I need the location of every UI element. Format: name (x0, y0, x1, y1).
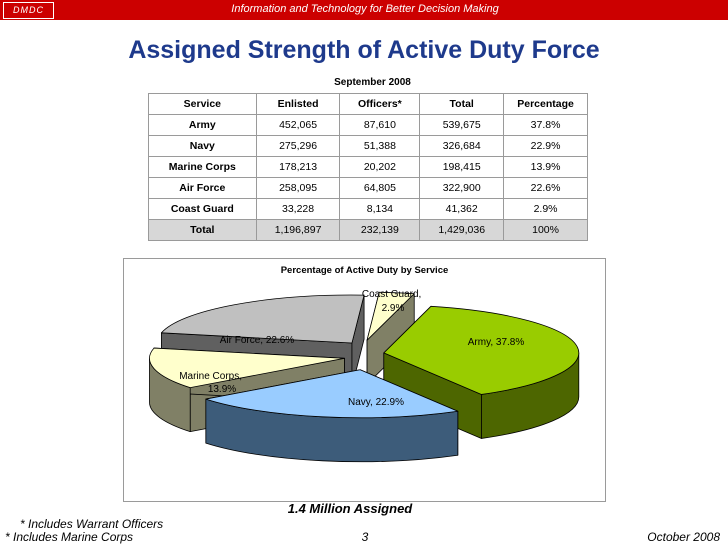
pie-slice-coast-guard (366, 291, 415, 341)
table-cell: Total (148, 219, 257, 241)
table-row: Marine Corps 178,213 20,202 198,415 13.9… (148, 156, 588, 178)
pie-slice-marine-corps (149, 347, 345, 389)
table-row: Navy 275,296 51,388 326,684 22.9% (148, 135, 588, 157)
table-cell: Army (148, 114, 257, 136)
slice-label-air-force: Air Force, 22.6% (220, 335, 295, 346)
table-cell: 539,675 (419, 114, 505, 136)
table-cell: 275,296 (255, 135, 341, 157)
table-cell: 198,415 (419, 156, 505, 178)
table-cell: 178,213 (255, 156, 341, 178)
header-tagline: Information and Technology for Better De… (231, 3, 499, 15)
table-cell: 232,139 (339, 219, 421, 241)
table-row: Air Force 258,095 64,805 322,900 22.6% (148, 177, 588, 199)
pie-chart-panel: Percentage of Active Duty by Service Arm… (123, 258, 606, 502)
table-cell: 326,684 (419, 135, 505, 157)
table-cell: 322,900 (419, 177, 505, 199)
column-header: Officers* (339, 93, 421, 115)
table-cell: 1,429,036 (419, 219, 505, 241)
table-cell: 100% (503, 219, 588, 241)
header-bar: DMDC Information and Technology for Bett… (0, 0, 728, 20)
table-cell: 8,134 (339, 198, 421, 220)
table-cell: 22.6% (503, 177, 588, 199)
chart-title: Percentage of Active Duty by Service (280, 265, 449, 276)
table-cell: 41,362 (419, 198, 505, 220)
column-header: Service (148, 93, 257, 115)
table-cell: 258,095 (255, 177, 341, 199)
table-cell: 22.9% (503, 135, 588, 157)
table-cell: Air Force (148, 177, 257, 199)
pie-slice-navy (205, 369, 459, 419)
table-cell: 64,805 (339, 177, 421, 199)
table-cell: 51,388 (339, 135, 421, 157)
footnote-marine-corps: * Includes Marine Corps (5, 530, 134, 544)
page-number: 3 (361, 530, 369, 544)
table-row: Coast Guard 33,228 8,134 41,362 2.9% (148, 198, 588, 220)
table-cell: Navy (148, 135, 257, 157)
pie-slice-army (383, 305, 580, 395)
table-cell: 37.8% (503, 114, 588, 136)
table-total-row: Total 1,196,897 232,139 1,429,036 100% (148, 219, 588, 241)
slice-label-coast-guard-value: 2.9% (382, 303, 405, 314)
dmdc-logo: DMDC (3, 2, 54, 19)
table-cell: 2.9% (503, 198, 588, 220)
slice-label-marine-corps-value: 13.9% (208, 384, 236, 395)
slice-label-marine-corps-name: Marine Corps, (179, 371, 242, 382)
pie-slice-air-force (161, 294, 365, 344)
slice-label-marine-corps: Marine Corps, 13.9% (179, 371, 245, 395)
table-cell: 33,228 (255, 198, 341, 220)
table-cell: 452,065 (255, 114, 341, 136)
footnote-warrant-officers: * Includes Warrant Officers (20, 517, 164, 531)
page-title: Assigned Strength of Active Duty Force (128, 36, 600, 64)
column-header: Percentage (503, 93, 588, 115)
table-cell: Coast Guard (148, 198, 257, 220)
table-cell: 1,196,897 (255, 219, 341, 241)
slice-label-navy: Navy, 22.9% (348, 397, 404, 408)
column-header: Total (419, 93, 505, 115)
strength-table: Service Enlisted Officers* Total Percent… (148, 93, 588, 241)
table-cell: 87,610 (339, 114, 421, 136)
slice-label-coast-guard: Coast Guard, 2.9% (362, 289, 424, 314)
column-header: Enlisted (255, 93, 341, 115)
table-cell: Marine Corps (148, 156, 257, 178)
table-cell: 13.9% (503, 156, 588, 178)
pie-chart: Army, 37.8% Navy, 22.9% Marine Corps, 13… (149, 289, 580, 463)
slice-label-army: Army, 37.8% (468, 337, 525, 348)
footer-date: October 2008 (647, 530, 720, 544)
table-subtitle: September 2008 (334, 77, 411, 88)
table-header-row: Service Enlisted Officers* Total Percent… (148, 93, 588, 115)
table-cell: 20,202 (339, 156, 421, 178)
table-row: Army 452,065 87,610 539,675 37.8% (148, 114, 588, 136)
slice-label-coast-guard-name: Coast Guard, (362, 289, 421, 300)
chart-caption: 1.4 Million Assigned (287, 501, 413, 516)
